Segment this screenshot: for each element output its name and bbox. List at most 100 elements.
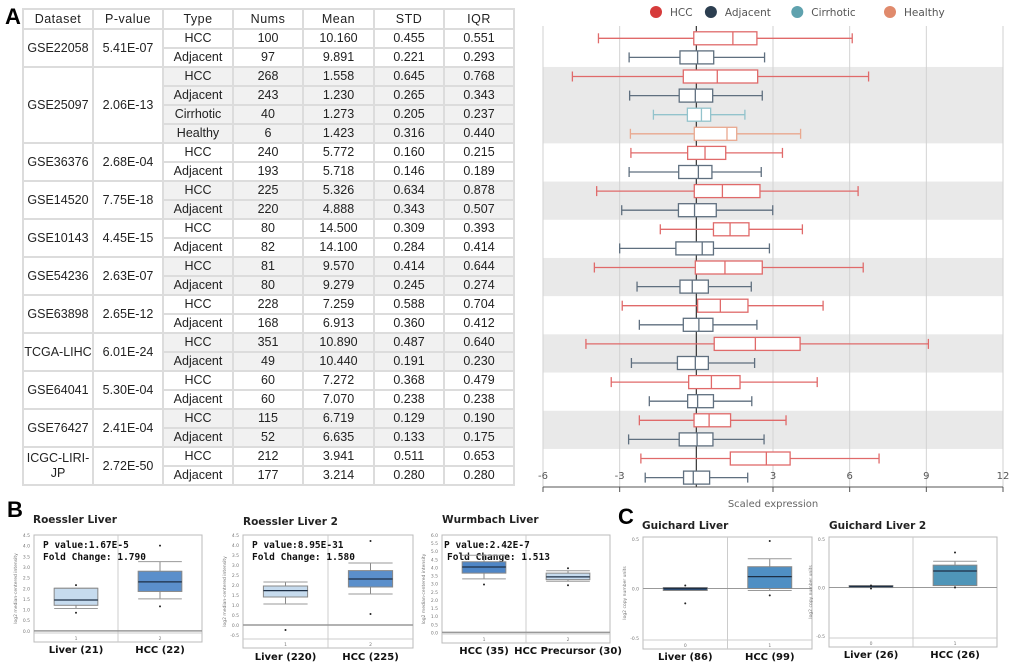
y-tick-label: 1.0 xyxy=(232,603,239,609)
y-axis-label: log2 median-centered intensity xyxy=(13,553,19,624)
box-hcc xyxy=(621,298,824,313)
iqr-cell: 0.551 xyxy=(443,28,515,49)
y-axis-label: log2 median-centered intensity xyxy=(421,553,427,624)
y-axis-label: log2 copy number units xyxy=(808,565,814,619)
group-index-label: 2 xyxy=(567,637,570,643)
type-cell: HCC xyxy=(162,408,234,429)
mean-cell: 14.100 xyxy=(302,237,375,258)
std-cell: 0.129 xyxy=(373,408,445,429)
y-tick-label: 3.0 xyxy=(431,582,438,588)
table-row: Adjacent 97 9.891 0.221 0.293 xyxy=(23,47,515,68)
nums-cell: 212 xyxy=(232,446,304,467)
group-index-label: 0 xyxy=(870,641,873,647)
y-tick-label: 0.5 xyxy=(431,622,438,628)
std-cell: 0.309 xyxy=(373,218,445,239)
mean-cell: 5.326 xyxy=(302,180,375,201)
outlier-point xyxy=(870,587,872,590)
std-cell: 0.265 xyxy=(373,85,445,106)
group-label: Liver (220) xyxy=(255,652,317,663)
panel-title: Roessler Liver 2 xyxy=(243,516,338,528)
type-cell: Healthy xyxy=(162,123,234,144)
y-tick-label: 1.5 xyxy=(23,597,30,603)
table-row: GSE14520 7.75E-18 HCC 225 5.326 0.634 0.878 xyxy=(22,180,515,220)
box-healthy xyxy=(629,126,802,141)
iqr-cell: 0.653 xyxy=(443,446,515,467)
outlier-point xyxy=(483,583,485,586)
std-cell: 0.634 xyxy=(373,180,445,201)
mean-cell: 10.890 xyxy=(302,332,375,353)
mean-cell: 5.772 xyxy=(302,142,375,163)
mean-cell: 1.423 xyxy=(302,123,375,144)
box-hcc xyxy=(630,145,784,161)
x-tick-label: -6 xyxy=(538,471,548,482)
nums-cell: 40 xyxy=(232,104,304,125)
legend-label: Adjacent xyxy=(725,7,771,19)
p-value-label: P value:1.67E-5 xyxy=(43,540,129,551)
dataset-cell: GSE10143 xyxy=(22,218,94,258)
mean-cell: 3.214 xyxy=(302,465,375,486)
group-index-label: 0 xyxy=(684,643,687,649)
table-row: GSE64041 5.30E-04 HCC 60 7.272 0.368 0.479 xyxy=(22,370,515,410)
box xyxy=(686,107,712,122)
y-tick-label: 4.0 xyxy=(23,544,30,550)
box-hcc xyxy=(596,183,859,199)
std-cell: 0.133 xyxy=(373,427,445,448)
x-tick-label: 3 xyxy=(770,471,776,482)
iqr-cell: 0.230 xyxy=(443,351,515,372)
table-row: GSE36376 2.68E-04 HCC 240 5.772 0.160 0.215 xyxy=(22,142,515,182)
outlier-point xyxy=(684,584,687,587)
box-adjacent xyxy=(619,241,771,256)
fold-change-label: Fold Change: 1.790 xyxy=(43,552,146,563)
type-cell: Adjacent xyxy=(162,199,234,220)
dataset-cell: GSE22058 xyxy=(22,28,94,68)
type-cell: Adjacent xyxy=(162,237,234,258)
std-cell: 0.343 xyxy=(373,199,445,220)
box-adjacent xyxy=(644,470,749,485)
nums-cell: 60 xyxy=(232,370,304,391)
box xyxy=(693,31,758,46)
y-tick-label: 5.0 xyxy=(431,549,438,555)
iqr-cell: 0.280 xyxy=(443,465,515,486)
panel-title: Guichard Liver xyxy=(642,520,729,532)
pvalue-cell: 2.72E-50 xyxy=(92,446,164,486)
y-axis-label: log2 median-centered intensity xyxy=(222,556,228,627)
type-cell: HCC xyxy=(162,446,234,467)
box xyxy=(729,451,791,466)
nums-cell: 177 xyxy=(232,465,304,486)
iqr-cell: 0.274 xyxy=(443,275,515,296)
y-tick-label: 1.0 xyxy=(431,614,438,620)
box xyxy=(682,317,714,332)
dataset-statistics-table: Dataset P-value Type Nums Mean STD IQR GSE2205… xyxy=(22,8,515,486)
type-cell: Adjacent xyxy=(162,275,234,296)
box xyxy=(686,145,727,161)
table-row: GSE10143 4.45E-15 HCC 80 14.500 0.309 0.393 xyxy=(22,218,515,258)
column-header: Type xyxy=(162,8,234,30)
table-row: Adjacent 49 10.440 0.191 0.230 xyxy=(23,351,515,372)
mean-cell: 4.888 xyxy=(302,199,375,220)
table-row: GSE76427 2.41E-04 HCC 115 6.719 0.129 0.190 xyxy=(22,408,515,448)
column-header: Mean xyxy=(302,8,375,30)
pvalue-cell: 2.41E-04 xyxy=(92,408,164,448)
y-tick-label: 1.5 xyxy=(431,606,438,612)
nums-cell: 6 xyxy=(232,123,304,144)
mean-cell: 14.500 xyxy=(302,218,375,239)
type-cell: Adjacent xyxy=(162,85,234,106)
mean-cell: 6.913 xyxy=(302,313,375,334)
boxplot-panel-wurmbach-liver: Wurmbach Liver 0.0 0.5 1.0 1.5 2.0 2.5 3.0 3.5 4.… xyxy=(421,514,622,657)
nums-cell: 97 xyxy=(232,47,304,68)
x-axis-label: Scaled expression xyxy=(728,499,818,510)
outlier-point xyxy=(369,540,372,542)
std-cell: 0.146 xyxy=(373,161,445,182)
iqr-cell: 0.878 xyxy=(443,180,515,201)
type-cell: Adjacent xyxy=(162,465,234,486)
y-tick-label: 0.0 xyxy=(632,587,639,593)
nums-cell: 81 xyxy=(232,256,304,277)
std-cell: 0.511 xyxy=(373,446,445,467)
box-hcc xyxy=(640,451,880,466)
type-cell: HCC xyxy=(162,294,234,315)
box-adjacent xyxy=(630,355,756,371)
y-tick-label: 6.0 xyxy=(431,533,438,539)
y-tick-label: 3.0 xyxy=(232,563,239,569)
x-tick-label: -3 xyxy=(615,471,625,482)
dataset-cell: GSE76427 xyxy=(22,408,94,448)
